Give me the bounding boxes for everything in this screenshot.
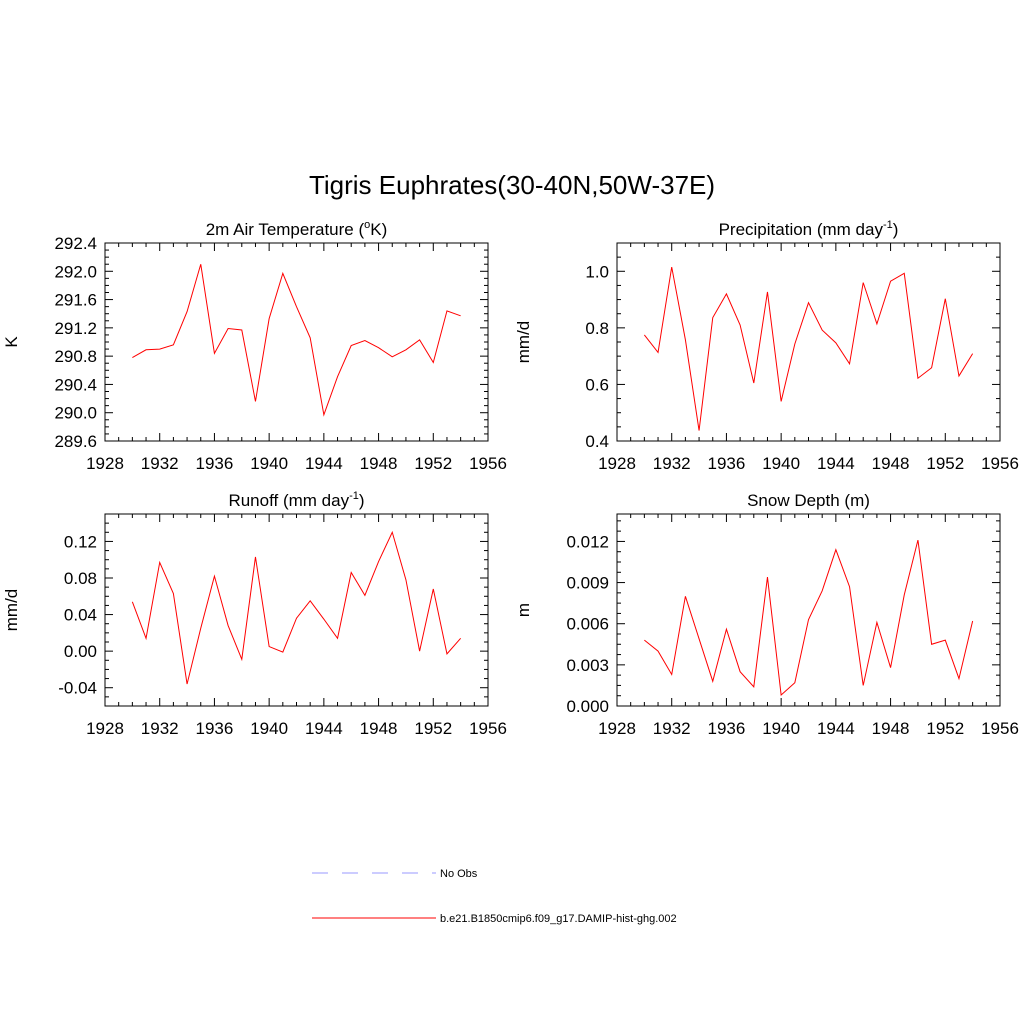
plot-frame: [616, 513, 1001, 707]
x-tick-label: 1928: [86, 719, 124, 738]
y-tick-label: 0.12: [64, 532, 97, 551]
panels-group: 2m Air Temperature (oK) K 1928 1932 1936 1940…: [2, 219, 1019, 738]
y-tick-label: 0.009: [566, 574, 609, 593]
y-tick-label: 292.4: [54, 234, 97, 253]
panel-2: Precipitation (mm day-1) mm/d 1928 1932 1936…: [514, 219, 1019, 473]
y-tick-label: 0.006: [566, 615, 609, 634]
plot-frame: [616, 242, 1001, 442]
plot-frame: [104, 242, 489, 442]
x-tick-label: 1956: [981, 719, 1019, 738]
y-tick-label: 0.000: [566, 697, 609, 716]
panel-3: Runoff (mm day-1) mm/d 1928 1932 1936 1940 194…: [2, 490, 507, 738]
y-tick-label: 290.4: [54, 375, 97, 394]
series-line: [132, 264, 461, 417]
y-axis-label: mm/d: [514, 321, 533, 364]
x-tick-label: 1956: [469, 719, 507, 738]
x-tick-label: 1932: [141, 454, 179, 473]
x-tick-label: 1936: [708, 719, 746, 738]
x-tick-label: 1948: [872, 719, 910, 738]
x-tick-label: 1932: [141, 719, 179, 738]
panel-title: Precipitation (mm day-1): [719, 219, 899, 239]
x-tick-label: 1932: [653, 719, 691, 738]
x-tick-label: 1952: [414, 454, 452, 473]
x-tick-label: 1948: [360, 454, 398, 473]
series-line: [644, 539, 974, 697]
y-tick-label: 0.04: [64, 606, 97, 625]
legend-label-model: b.e21.B1850cmip6.f09_g17.DAMIP-hist-ghg.…: [440, 913, 677, 925]
y-tick-label: 289.6: [54, 432, 97, 451]
x-tick-label: 1948: [360, 719, 398, 738]
y-axis-label: mm/d: [2, 589, 21, 632]
y-tick-label: 0.08: [64, 569, 97, 588]
x-tick-label: 1928: [86, 454, 124, 473]
legend-label-no-obs: No Obs: [440, 868, 478, 880]
plot-frame: [104, 513, 489, 707]
x-tick-label: 1936: [708, 454, 746, 473]
x-tick-label: 1928: [598, 719, 636, 738]
y-axis-label: K: [2, 336, 21, 348]
y-tick-label: 0.4: [585, 432, 609, 451]
y-axis-label: m: [514, 603, 533, 617]
y-tick-label: 292.0: [54, 262, 97, 281]
x-tick-label: 1944: [305, 454, 343, 473]
x-tick-label: 1956: [469, 454, 507, 473]
y-tick-label: 0.8: [585, 319, 609, 338]
x-tick-label: 1936: [196, 719, 234, 738]
y-tick-label: 0.003: [566, 656, 609, 675]
x-tick-label: 1956: [981, 454, 1019, 473]
y-tick-label: 290.8: [54, 347, 97, 366]
x-tick-label: 1948: [872, 454, 910, 473]
x-tick-label: 1928: [598, 454, 636, 473]
x-tick-label: 1940: [250, 454, 288, 473]
y-tick-label: 291.2: [54, 319, 97, 338]
y-tick-label: 0.6: [585, 375, 609, 394]
x-tick-label: 1944: [817, 454, 855, 473]
x-tick-label: 1944: [305, 719, 343, 738]
x-tick-label: 1940: [762, 719, 800, 738]
panel-1: 2m Air Temperature (oK) K 1928 1932 1936 1940…: [2, 219, 507, 473]
x-tick-label: 1952: [414, 719, 452, 738]
x-tick-label: 1952: [926, 719, 964, 738]
x-tick-label: 1940: [250, 719, 288, 738]
x-tick-label: 1940: [762, 454, 800, 473]
y-tick-label: -0.04: [58, 679, 97, 698]
panel-4: Snow Depth (m) m 1928 1932 1936 1940 1944 1948 1…: [514, 491, 1019, 738]
y-tick-label: 0.012: [566, 532, 609, 551]
y-tick-label: 0.00: [64, 642, 97, 661]
series-line: [131, 530, 462, 685]
y-tick-label: 291.6: [54, 291, 97, 310]
panel-title: Runoff (mm day-1): [228, 490, 364, 510]
x-tick-label: 1936: [196, 454, 234, 473]
y-tick-label: 290.0: [54, 404, 97, 423]
figure-title: Tigris Euphrates(30-40N,50W-37E): [309, 170, 715, 200]
series-line: [643, 266, 974, 431]
x-tick-label: 1944: [817, 719, 855, 738]
x-tick-label: 1932: [653, 454, 691, 473]
x-tick-label: 1952: [926, 454, 964, 473]
legend: No Obs b.e21.B1850cmip6.f09_g17.DAMIP-hi…: [312, 868, 677, 925]
panel-title: 2m Air Temperature (oK): [206, 219, 388, 239]
panel-title: Snow Depth (m): [747, 491, 870, 510]
y-tick-label: 1.0: [585, 262, 609, 281]
